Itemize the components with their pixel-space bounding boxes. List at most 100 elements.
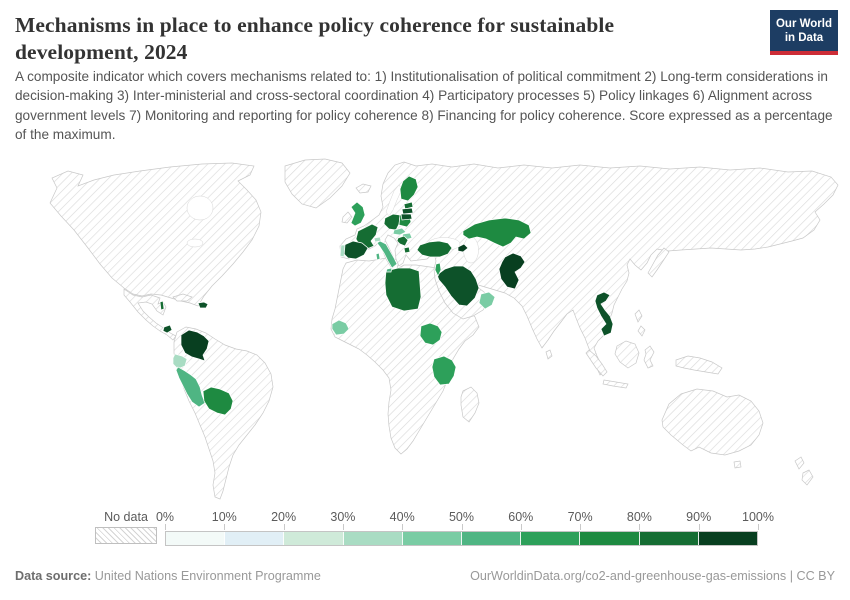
legend-tick-label: 50% xyxy=(448,510,475,524)
region-azerbaijan[interactable] xyxy=(457,243,469,253)
legend-color-segment[interactable] xyxy=(697,532,758,545)
legend-tick-mark xyxy=(698,524,700,530)
region-spain[interactable] xyxy=(342,240,369,260)
legend-color-segment[interactable] xyxy=(283,532,343,545)
landmass-new-guinea[interactable] xyxy=(675,355,723,375)
water-great-lakes xyxy=(186,238,204,248)
region-belize[interactable] xyxy=(159,300,165,311)
footer: Data source: United Nations Environment … xyxy=(15,569,835,583)
world-map[interactable] xyxy=(0,158,850,506)
landmass-mexico-central-america[interactable] xyxy=(123,288,177,341)
legend-tick-mark xyxy=(165,524,166,530)
region-peru[interactable] xyxy=(175,366,206,408)
region-portugal[interactable] xyxy=(339,244,346,258)
region-vietnam[interactable] xyxy=(594,291,614,337)
landmass-japan[interactable] xyxy=(647,247,670,278)
landmass-iceland[interactable] xyxy=(355,183,372,194)
region-switzerland[interactable] xyxy=(373,236,382,243)
legend-tick-label: 90% xyxy=(686,510,712,524)
landmass-north-america[interactable] xyxy=(49,162,262,307)
landmass-java[interactable] xyxy=(602,379,629,389)
region-oman[interactable] xyxy=(478,291,496,310)
landmass-cuba[interactable] xyxy=(172,293,193,302)
region-finland[interactable] xyxy=(399,175,419,202)
landmass-sumatra[interactable] xyxy=(585,349,608,377)
footer-link[interactable]: OurWorldinData.org/co2-and-greenhouse-ga… xyxy=(470,569,835,583)
region-guinea[interactable] xyxy=(331,319,350,336)
legend-scale: 0% 10% 20% 30% 40% 50% 60% 70% 80% 90% 100% xyxy=(156,510,774,546)
legend-tick-label: 40% xyxy=(389,510,415,524)
region-kazakhstan[interactable] xyxy=(462,217,532,248)
data-source-label: Data source: xyxy=(15,569,92,583)
region-italy-sardinia[interactable] xyxy=(375,252,381,261)
landmass-tasmania[interactable] xyxy=(733,460,742,469)
legend-color-segment[interactable] xyxy=(401,532,462,545)
owid-logo[interactable]: Our World in Data xyxy=(770,10,838,55)
region-germany[interactable] xyxy=(383,213,401,231)
landmass-borneo[interactable] xyxy=(614,340,640,369)
legend-tick-label: 80% xyxy=(626,510,652,524)
landmass-australia[interactable] xyxy=(661,388,764,456)
region-turkey[interactable] xyxy=(416,240,453,258)
legend-color-segment[interactable] xyxy=(166,532,225,545)
landmass-greenland[interactable] xyxy=(284,158,351,209)
region-south-sudan[interactable] xyxy=(419,322,443,346)
legend-colorbar[interactable] xyxy=(165,531,758,546)
data-source-value: United Nations Environment Programme xyxy=(94,569,321,583)
region-costa-rica[interactable] xyxy=(162,324,173,334)
region-bolivia[interactable] xyxy=(202,386,234,416)
region-latvia[interactable] xyxy=(401,207,414,215)
data-source: Data source: United Nations Environment … xyxy=(15,569,321,583)
region-jordan[interactable] xyxy=(434,262,442,277)
legend-tick-label: 60% xyxy=(508,510,534,524)
region-italy[interactable] xyxy=(375,240,398,273)
legend-tick-label: 10% xyxy=(211,510,237,524)
landmass-sri-lanka[interactable] xyxy=(545,349,553,360)
map-legend: No data 0% 10% 20% 30% 40% 50% 60% 70% 80% 90% 100… xyxy=(0,510,850,552)
region-saudi-arabia[interactable] xyxy=(436,265,480,307)
no-data-swatch[interactable] xyxy=(95,527,157,544)
legend-tick-mark xyxy=(758,524,759,530)
landmass-ireland[interactable] xyxy=(341,211,353,224)
region-ecuador[interactable] xyxy=(172,353,188,370)
region-united-kingdom[interactable] xyxy=(350,201,366,227)
landmass-philippines-south[interactable] xyxy=(637,325,646,337)
water-hudson-bay xyxy=(186,195,214,221)
legend-color-segment[interactable] xyxy=(638,532,698,545)
region-dominican-republic[interactable] xyxy=(197,301,209,309)
legend-tick-mark xyxy=(580,524,582,530)
region-north-macedonia[interactable] xyxy=(403,246,411,254)
landmass-new-zealand-south[interactable] xyxy=(801,469,814,486)
region-italy-sicily[interactable] xyxy=(385,267,393,273)
owid-logo-line1: Our World xyxy=(775,18,832,30)
region-czechia[interactable] xyxy=(392,227,407,236)
landmass-philippines[interactable] xyxy=(634,309,643,323)
legend-color-segment[interactable] xyxy=(579,532,639,545)
region-estonia[interactable] xyxy=(403,201,414,210)
landmass-sulawesi[interactable] xyxy=(643,345,655,369)
region-tanzania[interactable] xyxy=(431,355,457,386)
legend-tick-label: 20% xyxy=(271,510,297,524)
legend-no-data[interactable]: No data xyxy=(95,510,157,544)
landmass-eurasia[interactable] xyxy=(339,161,839,376)
legend-tick-mark xyxy=(520,524,522,530)
landmass-madagascar[interactable] xyxy=(460,386,480,423)
region-croatia-serbia[interactable] xyxy=(396,235,409,247)
legend-color-segment[interactable] xyxy=(520,532,580,545)
legend-color-segment[interactable] xyxy=(461,532,521,545)
landmass-new-zealand-north[interactable] xyxy=(794,456,805,470)
legend-tick-labels: 0% 10% 20% 30% 40% 50% 60% 70% 80% 90% 100% xyxy=(156,510,774,530)
legend-tick-mark xyxy=(402,524,404,530)
legend-tick-mark xyxy=(224,524,226,530)
legend-tick-label: 30% xyxy=(330,510,356,524)
region-lithuania[interactable] xyxy=(400,213,413,221)
legend-color-segment[interactable] xyxy=(342,532,402,545)
no-data-label: No data xyxy=(104,510,148,524)
region-colombia[interactable] xyxy=(180,329,210,362)
legend-color-segment[interactable] xyxy=(224,532,284,545)
legend-tick-label: 0% xyxy=(155,510,175,524)
region-libya[interactable] xyxy=(384,267,422,312)
landmass-africa[interactable] xyxy=(330,256,480,455)
region-pakistan[interactable] xyxy=(498,252,526,290)
